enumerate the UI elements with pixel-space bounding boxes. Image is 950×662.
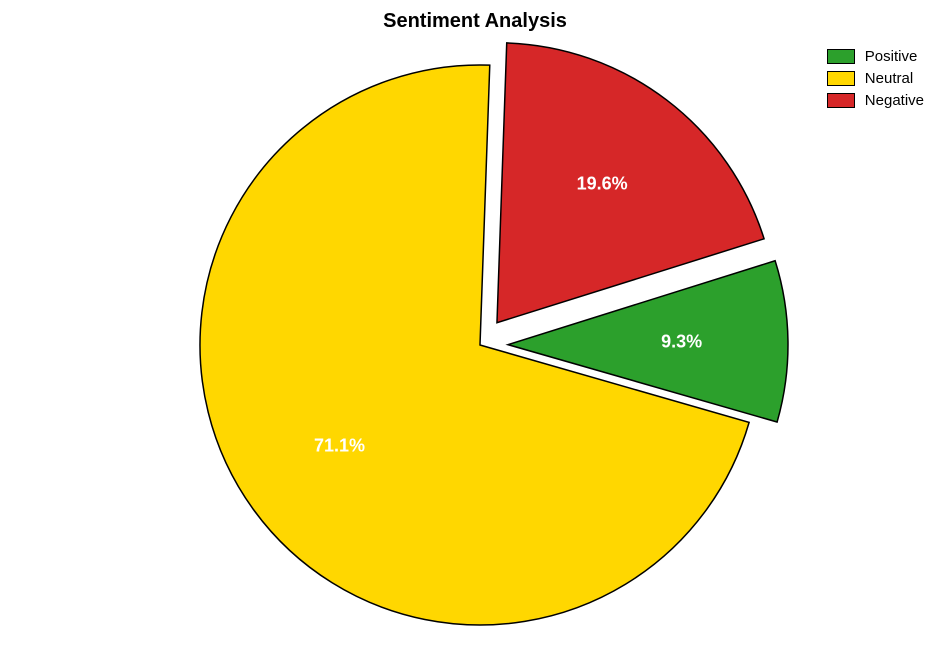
legend-swatch-positive <box>827 49 855 64</box>
slice-label-neutral: 71.1% <box>314 436 365 456</box>
slice-label-negative: 19.6% <box>577 173 628 193</box>
pie-svg: 19.6% 9.3% 71.1% <box>0 40 950 662</box>
slice-label-positive: 9.3% <box>661 331 702 351</box>
legend-label-positive: Positive <box>865 48 918 65</box>
legend-item-neutral: Neutral <box>827 70 924 87</box>
legend-label-negative: Negative <box>865 92 924 109</box>
legend-swatch-neutral <box>827 71 855 86</box>
legend: Positive Neutral Negative <box>827 48 924 114</box>
legend-label-neutral: Neutral <box>865 70 913 87</box>
legend-item-positive: Positive <box>827 48 924 65</box>
sentiment-pie-chart: Sentiment Analysis 19.6% 9.3% 71.1% Positi… <box>0 0 950 662</box>
chart-title: Sentiment Analysis <box>0 10 950 33</box>
legend-swatch-negative <box>827 93 855 108</box>
legend-item-negative: Negative <box>827 92 924 109</box>
